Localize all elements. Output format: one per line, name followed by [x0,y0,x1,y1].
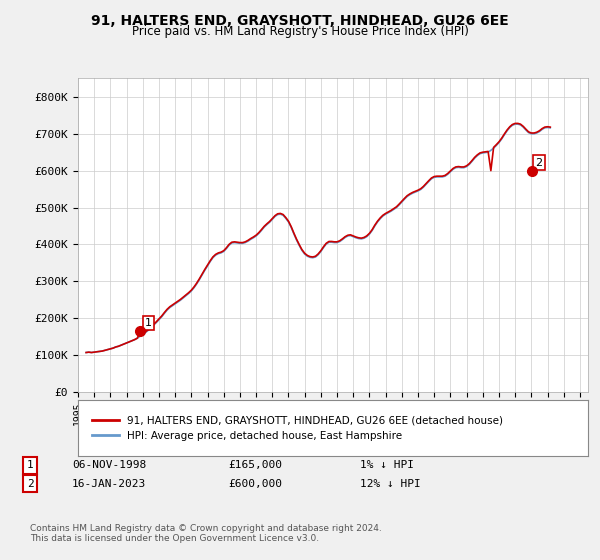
Text: Contains HM Land Registry data © Crown copyright and database right 2024.
This d: Contains HM Land Registry data © Crown c… [30,524,382,543]
Text: 2: 2 [26,479,34,489]
Text: £165,000: £165,000 [228,460,282,470]
Text: 06-NOV-1998: 06-NOV-1998 [72,460,146,470]
Text: £600,000: £600,000 [228,479,282,489]
Legend: 91, HALTERS END, GRAYSHOTT, HINDHEAD, GU26 6EE (detached house), HPI: Average pr: 91, HALTERS END, GRAYSHOTT, HINDHEAD, GU… [88,412,507,445]
Text: 1% ↓ HPI: 1% ↓ HPI [360,460,414,470]
Text: 1: 1 [26,460,34,470]
Text: 16-JAN-2023: 16-JAN-2023 [72,479,146,489]
Text: Price paid vs. HM Land Registry's House Price Index (HPI): Price paid vs. HM Land Registry's House … [131,25,469,38]
Text: 1: 1 [145,318,152,328]
Text: 91, HALTERS END, GRAYSHOTT, HINDHEAD, GU26 6EE: 91, HALTERS END, GRAYSHOTT, HINDHEAD, GU… [91,14,509,28]
Text: 2: 2 [535,158,542,167]
Text: 12% ↓ HPI: 12% ↓ HPI [360,479,421,489]
